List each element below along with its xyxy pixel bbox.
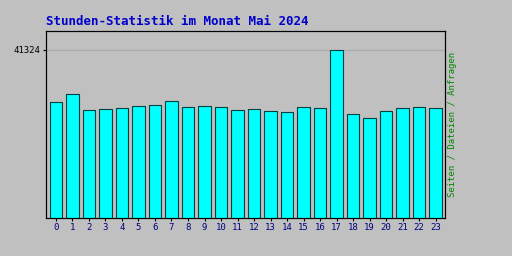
- Bar: [66, 94, 79, 218]
- Bar: [396, 108, 409, 218]
- Bar: [182, 107, 194, 218]
- Bar: [132, 106, 145, 218]
- Bar: [149, 105, 161, 218]
- Bar: [281, 112, 293, 218]
- Bar: [198, 106, 211, 218]
- Bar: [83, 110, 95, 218]
- Bar: [264, 111, 276, 218]
- Y-axis label: Seiten / Dateien / Anfragen: Seiten / Dateien / Anfragen: [448, 52, 457, 197]
- Bar: [314, 108, 326, 218]
- Bar: [380, 111, 392, 218]
- Bar: [297, 107, 310, 218]
- Bar: [116, 108, 128, 218]
- Bar: [215, 107, 227, 218]
- Bar: [165, 101, 178, 218]
- Text: Stunden-Statistik im Monat Mai 2024: Stunden-Statistik im Monat Mai 2024: [46, 15, 309, 28]
- Bar: [248, 109, 260, 218]
- Bar: [347, 114, 359, 218]
- Bar: [430, 108, 442, 218]
- Bar: [330, 50, 343, 218]
- Bar: [364, 118, 376, 218]
- Bar: [50, 102, 62, 218]
- Bar: [413, 107, 425, 218]
- Bar: [99, 109, 112, 218]
- Bar: [231, 110, 244, 218]
